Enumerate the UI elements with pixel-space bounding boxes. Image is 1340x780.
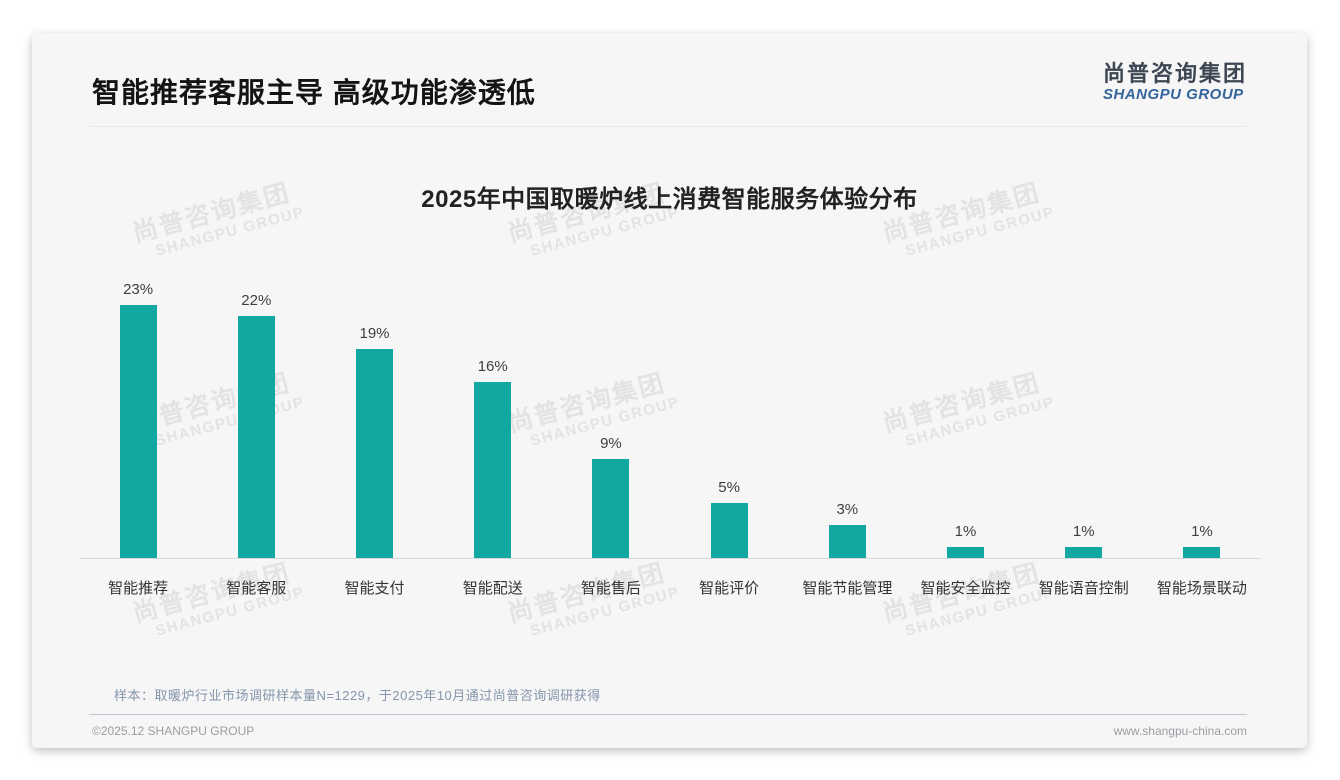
bar-value-label: 23%	[123, 281, 154, 298]
category-label: 智能支付	[344, 580, 405, 597]
bar-column: 1%	[1143, 523, 1261, 558]
bar-value-label: 1%	[954, 523, 977, 540]
bar-column: 19%	[315, 325, 433, 558]
footer-divider	[89, 714, 1247, 715]
bar	[1065, 547, 1103, 558]
slide-card: 尚普咨询集团 SHANGPU GROUP 尚普咨询集团 SHANGPU GROUP 尚普…	[32, 33, 1307, 748]
bar-column: 16%	[434, 358, 552, 558]
bar-column: 9%	[552, 435, 670, 558]
company-logo: 尚普咨询集团 SHANGPU GROUP	[1103, 61, 1247, 104]
bar	[474, 382, 512, 558]
header: 智能推荐客服主导 高级功能渗透低 尚普咨询集团 SHANGPU GROUP	[32, 33, 1307, 111]
logo-english-name: SHANGPU GROUP	[1102, 86, 1244, 104]
bar-column: 22%	[197, 292, 315, 558]
bar	[237, 316, 275, 558]
bar-value-label: 22%	[241, 292, 272, 309]
bar-column: 23%	[79, 281, 197, 558]
category-label: 智能配送	[462, 580, 523, 597]
bar	[119, 305, 157, 558]
sample-footnote: 样本：取暖炉行业市场调研样本量N=1229，于2025年10月通过尚普咨询调研获…	[114, 688, 601, 703]
bar-column: 5%	[670, 479, 788, 558]
bar	[710, 503, 748, 558]
bar	[356, 349, 393, 558]
bar	[947, 547, 985, 558]
bar-column: 3%	[788, 501, 906, 558]
bar-value-label: 1%	[1072, 523, 1095, 540]
category-label: 智能节能管理	[802, 580, 893, 597]
bar-value-label: 1%	[1191, 523, 1213, 540]
bar	[1183, 547, 1221, 558]
bar-value-label: 9%	[600, 435, 622, 452]
website-url: www.shangpu-china.com	[1113, 724, 1247, 738]
category-label: 智能评价	[699, 580, 760, 597]
bar	[828, 525, 866, 558]
category-label: 智能安全监控	[920, 580, 1011, 597]
bar	[592, 459, 630, 558]
category-label: 智能客服	[226, 580, 287, 597]
bar-value-label: 16%	[477, 358, 508, 375]
bar-column: 1%	[1025, 523, 1143, 558]
header-divider	[89, 126, 1247, 127]
page-title: 智能推荐客服主导 高级功能渗透低	[92, 77, 536, 108]
bar-value-label: 5%	[718, 479, 740, 496]
bar-value-label: 19%	[359, 325, 390, 342]
plot-area: 23% 22% 19% 16% 9% 5% 3% 1% 1% 1%	[79, 258, 1261, 559]
category-label: 智能场景联动	[1156, 580, 1247, 597]
copyright-text: ©2025.12 SHANGPU GROUP	[92, 724, 255, 738]
category-label: 智能语音控制	[1038, 580, 1129, 597]
category-label: 智能售后	[580, 580, 641, 597]
category-label: 智能推荐	[108, 580, 169, 597]
category-row: 智能推荐 智能客服 智能支付 智能配送 智能售后 智能评价 智能节能管理 智能安全监控 智能语音…	[79, 559, 1261, 598]
bar-value-label: 3%	[836, 501, 859, 518]
logo-chinese-name: 尚普咨询集团	[1102, 61, 1247, 86]
chart-title: 2025年中国取暖炉线上消费智能服务体验分布	[421, 186, 918, 213]
bar-column: 1%	[906, 523, 1024, 558]
footer: ©2025.12 SHANGPU GROUP www.shangpu-china…	[92, 724, 1247, 738]
